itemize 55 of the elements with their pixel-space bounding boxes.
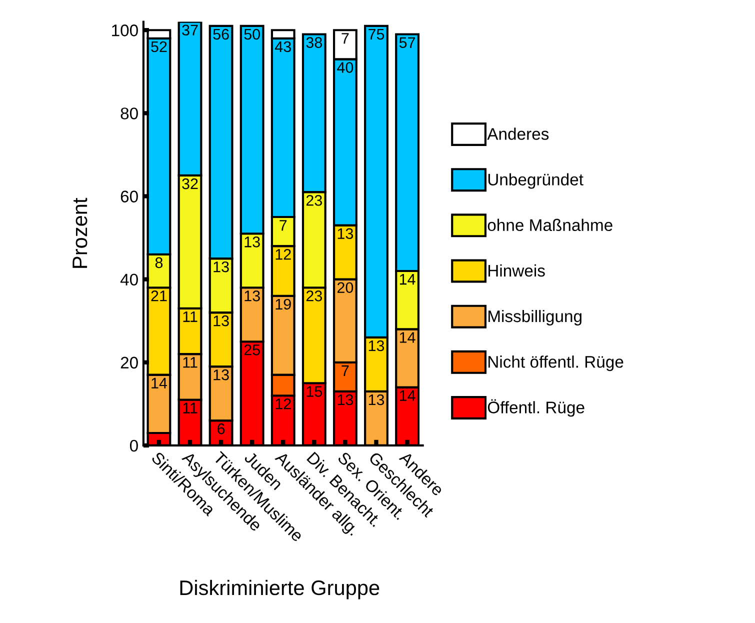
data-label: 14 (400, 274, 416, 285)
legend-label: Missbilligung (488, 310, 582, 326)
data-label: 6 (218, 423, 225, 434)
y-tick-label: 100 (112, 24, 138, 36)
data-label: 56 (213, 28, 229, 40)
legend-label: ohne Maßnahme (488, 218, 612, 232)
data-label: 52 (151, 41, 167, 52)
data-label: 14 (400, 390, 416, 401)
data-label: 12 (276, 398, 291, 410)
data-label: 21 (151, 290, 167, 302)
data-label: 20 (337, 282, 354, 294)
data-label: 13 (244, 236, 260, 248)
data-label: 13 (214, 315, 229, 326)
data-label: 13 (214, 369, 229, 380)
data-label: 38 (306, 37, 322, 48)
data-label: 13 (244, 290, 260, 302)
data-label: 7 (342, 33, 349, 44)
data-label: 7 (342, 365, 349, 376)
data-label: 25 (244, 344, 260, 356)
data-label: 19 (276, 298, 291, 310)
data-label: 13 (338, 394, 354, 406)
data-label: 37 (182, 24, 198, 36)
data-label: 23 (306, 194, 322, 206)
data-label: 13 (368, 340, 384, 352)
data-label: 40 (337, 62, 354, 73)
data-label: 15 (306, 386, 322, 397)
data-label: 11 (183, 402, 198, 414)
data-label: 32 (182, 178, 198, 190)
data-label: 8 (155, 257, 163, 268)
data-label: 43 (274, 41, 291, 52)
data-label: 75 (368, 29, 384, 40)
data-label: 13 (368, 394, 384, 406)
legend-label: Öffentl. Rüge (488, 399, 584, 417)
legend-label: Nicht öffentl. Rüge (488, 356, 624, 372)
data-label: 13 (338, 228, 354, 240)
data-label: 57 (399, 37, 416, 48)
y-axis-title: Prozent (72, 198, 88, 268)
y-tick-label: 80 (120, 108, 138, 120)
legend-label: Anderes (487, 128, 549, 140)
data-label: 11 (183, 311, 198, 322)
data-label: 13 (214, 261, 229, 272)
data-label: 14 (152, 378, 168, 388)
y-tick-label: 60 (120, 190, 138, 202)
data-label: 12 (276, 248, 291, 260)
legend-label: Unbegründet (488, 173, 584, 189)
y-tick-label: 20 (120, 356, 138, 369)
x-axis-title: Diskriminierte Gruppe (180, 580, 380, 600)
data-label: 11 (183, 357, 198, 368)
y-tick-label: 40 (120, 274, 138, 286)
data-label: 50 (244, 28, 260, 40)
data-label: 23 (306, 290, 322, 302)
legend-label: Hinweis (488, 264, 545, 277)
data-label: 14 (400, 332, 416, 343)
data-label: 7 (280, 220, 287, 231)
y-tick-label: 0 (130, 440, 138, 452)
